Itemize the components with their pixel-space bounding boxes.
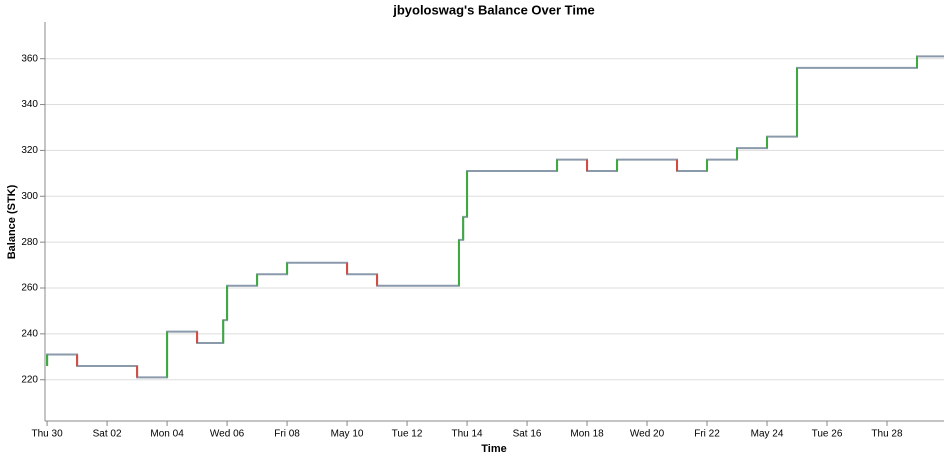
x-tick-label: May 24 [751, 429, 784, 440]
x-axis-title: Time [481, 443, 506, 455]
x-tick-label: Sat 16 [513, 429, 542, 440]
x-tick-label: Fri 08 [274, 429, 300, 440]
x-tick-label: Thu 28 [871, 429, 903, 440]
y-tick-label: 300 [21, 191, 38, 202]
chart-title: jbyoloswag's Balance Over Time [392, 2, 595, 17]
x-tick-label: Sat 02 [93, 429, 122, 440]
x-tick-label: Fri 22 [694, 429, 720, 440]
x-tick-label: Mon 18 [570, 429, 604, 440]
x-tick-label: Thu 14 [451, 429, 483, 440]
x-tick-label: Wed 06 [210, 429, 245, 440]
x-tick-label: Wed 20 [630, 429, 665, 440]
y-tick-label: 360 [21, 53, 38, 64]
y-tick-label: 240 [21, 329, 38, 340]
y-tick-label: 260 [21, 283, 38, 294]
y-tick-label: 320 [21, 145, 38, 156]
x-tick-label: Mon 04 [150, 429, 184, 440]
x-tick-label: May 10 [331, 429, 364, 440]
x-tick-label: Tue 12 [392, 429, 423, 440]
y-tick-label: 220 [21, 374, 38, 385]
x-tick-label: Tue 26 [812, 429, 843, 440]
y-axis-title: Balance (STK) [6, 184, 18, 259]
y-tick-label: 280 [21, 237, 38, 248]
y-tick-label: 340 [21, 99, 38, 110]
x-tick-label: Thu 30 [32, 429, 64, 440]
